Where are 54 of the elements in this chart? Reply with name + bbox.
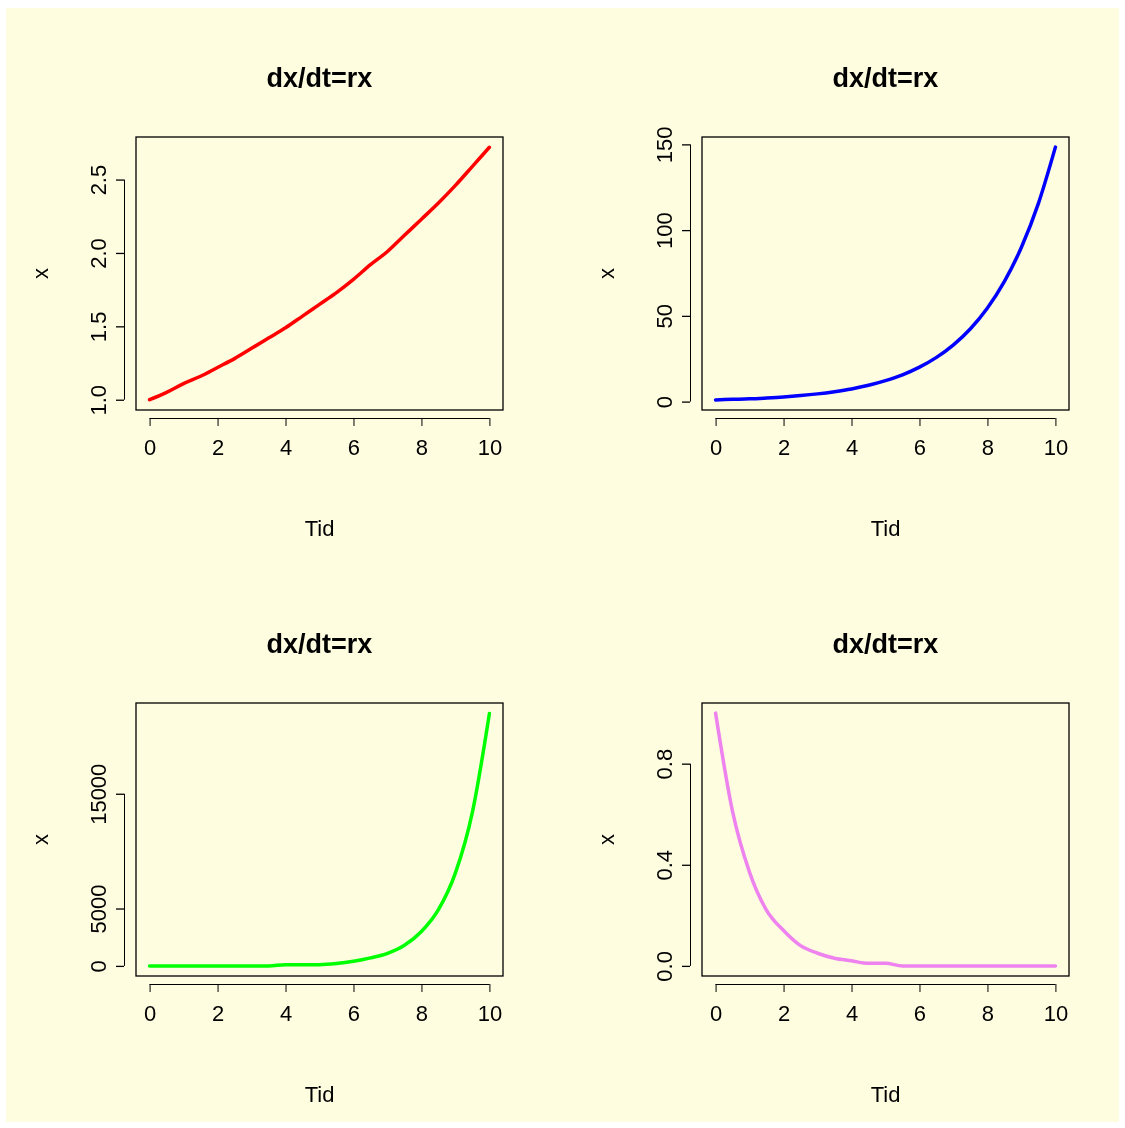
- y-axis-title: x: [27, 834, 53, 845]
- x-axis-title: Tid: [870, 1082, 901, 1107]
- line-series: [713, 711, 1058, 968]
- y-tick-label: 100: [651, 212, 677, 249]
- y-tick-label: 1.5: [85, 311, 111, 343]
- y-tick-label: 15000: [85, 763, 111, 825]
- y-axis-title: x: [593, 268, 619, 279]
- y-tick-label: 50: [651, 304, 677, 329]
- x-tick-label: 4: [279, 435, 293, 461]
- x-tick-label: 6: [913, 435, 927, 461]
- x-tick-label: 4: [845, 435, 859, 461]
- x-tick-label: 0: [143, 435, 157, 461]
- x-tick-label: 0: [709, 435, 723, 461]
- y-tick-label: 2.0: [85, 238, 111, 269]
- x-tick-label: 6: [347, 1001, 361, 1027]
- x-tick-label: 0: [143, 1001, 157, 1027]
- y-tick-label: 0.4: [651, 849, 677, 881]
- x-tick-label: 10: [1043, 435, 1069, 461]
- x-tick-label: 6: [913, 1001, 927, 1027]
- x-axis-title: Tid: [304, 516, 335, 541]
- x-tick-label: 8: [981, 1001, 995, 1027]
- x-tick-label: 10: [1043, 1001, 1069, 1027]
- x-tick-label: 0: [709, 1001, 723, 1027]
- x-tick-label: 10: [477, 435, 503, 461]
- x-tick-label: 8: [981, 435, 995, 461]
- x-axis-title: Tid: [304, 1082, 335, 1107]
- x-tick-label: 2: [777, 1001, 791, 1027]
- y-axis-title: x: [593, 834, 619, 845]
- x-tick-label: 4: [845, 1001, 859, 1027]
- y-tick-label: 0.8: [651, 748, 677, 780]
- chart-title: dx/dt=rx: [832, 629, 939, 659]
- line-series: [713, 145, 1058, 402]
- x-tick-label: 2: [211, 1001, 225, 1027]
- x-axis-title: Tid: [870, 516, 901, 541]
- x-tick-label: 2: [777, 435, 791, 461]
- x-tick-label: 8: [415, 435, 429, 461]
- y-axis-title: x: [27, 268, 53, 279]
- x-tick-label: 4: [279, 1001, 293, 1027]
- y-tick-label: 150: [651, 126, 677, 164]
- line-series: [147, 711, 492, 968]
- chart-title: dx/dt=rx: [266, 63, 373, 93]
- x-tick-label: 10: [477, 1001, 503, 1027]
- x-tick-label: 8: [415, 1001, 429, 1027]
- line-series: [147, 145, 492, 402]
- y-tick-label: 5000: [85, 884, 111, 934]
- x-tick-label: 6: [347, 435, 361, 461]
- chart-title: dx/dt=rx: [832, 63, 939, 93]
- x-tick-label: 2: [211, 435, 225, 461]
- y-tick-label: 0: [651, 395, 677, 409]
- y-tick-label: 1.0: [85, 384, 111, 416]
- chart-title: dx/dt=rx: [266, 629, 373, 659]
- y-tick-label: 0.0: [651, 951, 677, 982]
- y-tick-label: 0: [85, 960, 111, 973]
- y-tick-label: 2.5: [85, 164, 111, 196]
